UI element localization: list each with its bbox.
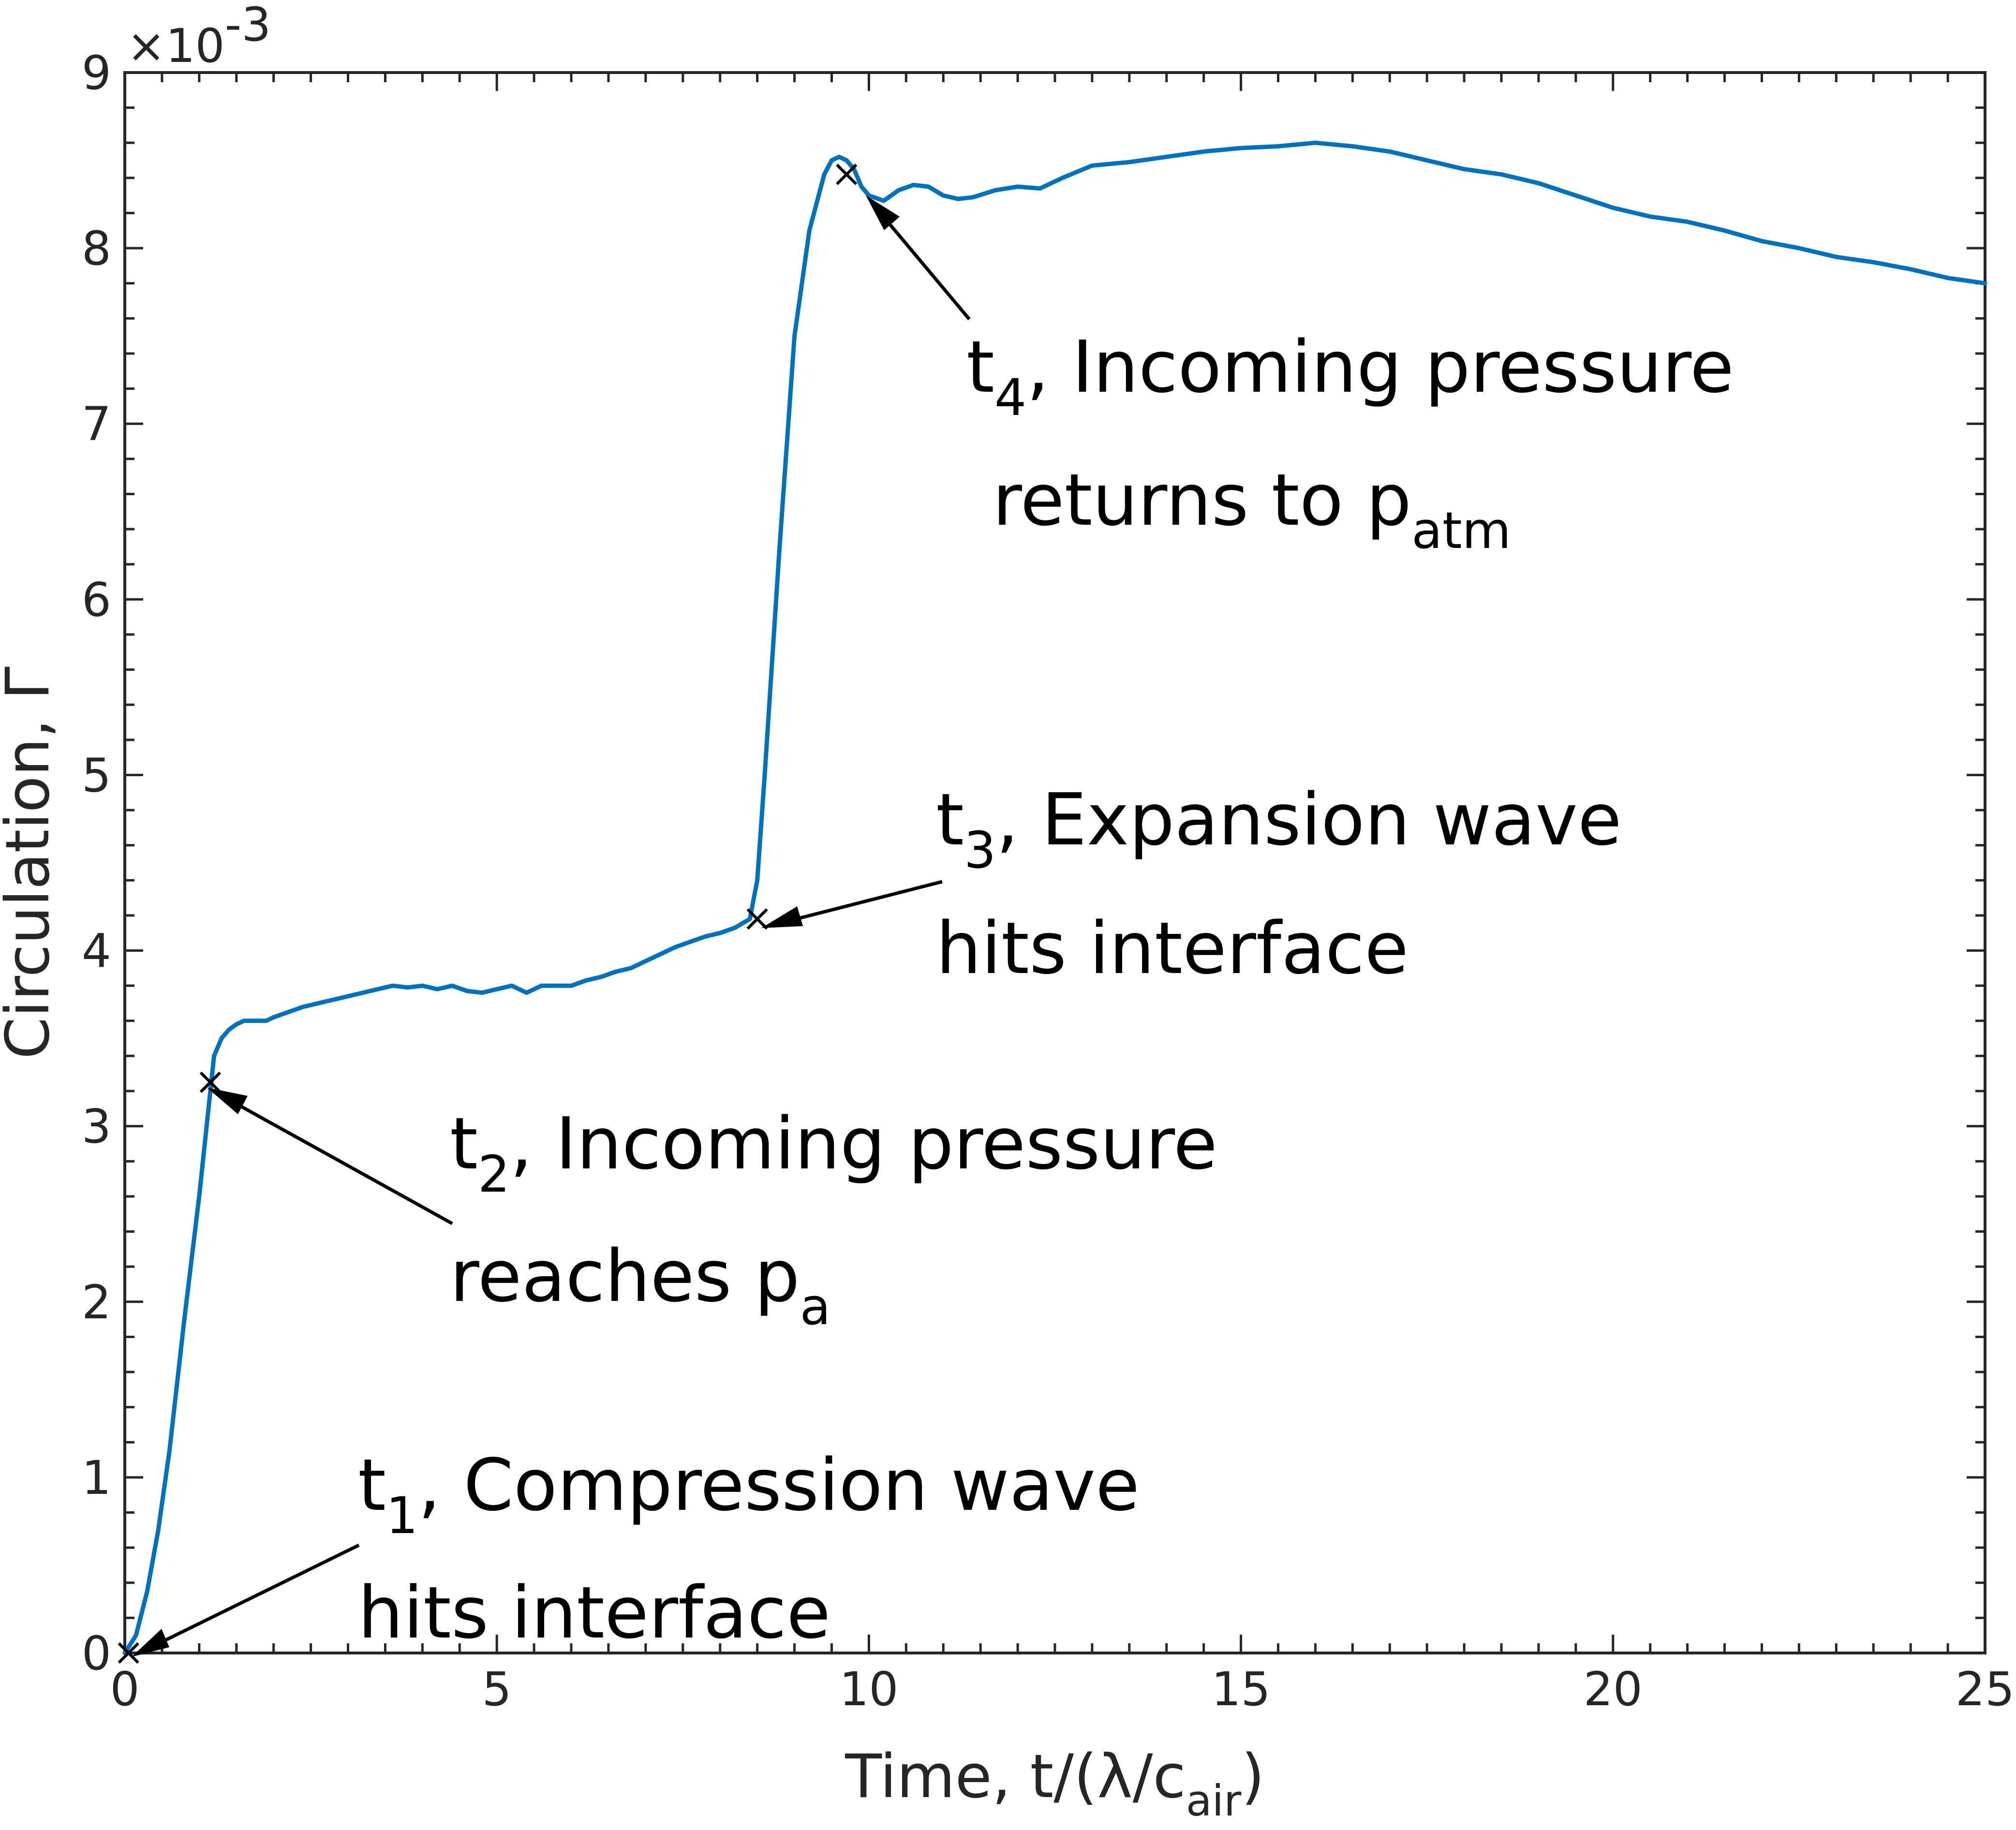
event-marker [836, 163, 858, 185]
minor-ticks [125, 73, 1985, 1653]
annotation-t4-line2-subscript: atm [1411, 501, 1511, 560]
y-axis-label: Circulation, Γ [0, 666, 63, 1059]
x-tick-label: 10 [839, 1662, 898, 1716]
y-tick-label: 6 [82, 573, 111, 627]
y-tick-label: 2 [82, 1275, 111, 1329]
y-tick-label: 8 [82, 221, 111, 276]
y-tick-label: 7 [82, 397, 111, 451]
annotation-t2-subscript: 2 [478, 1145, 510, 1204]
y-tick-label: 5 [82, 748, 111, 802]
arrow-t1 [132, 1543, 360, 1657]
x-axis-label-close: ) [1241, 1742, 1264, 1812]
annotation-t2-text: , Incoming pressure [510, 1102, 1217, 1185]
series-line [122, 140, 1987, 1655]
y-tick-label: 9 [82, 46, 111, 100]
x-tick-label: 25 [1956, 1662, 2015, 1716]
y-exponent-power: -3 [225, 0, 271, 52]
annotation-t2-symbol: t [450, 1102, 478, 1185]
x-axis-label: Time, t/(λ/cair) [845, 1742, 1264, 1826]
annotation-t3-line2: hits interface [936, 907, 1408, 990]
annotation-t2: t2, Incoming pressure reaches pa [450, 1102, 1217, 1336]
svg-text:t3, Expansion wave: t3, Expansion wave [936, 778, 1622, 880]
y-tick-labels: 0 1 2 3 4 5 6 7 8 9 [82, 46, 111, 1681]
y-tick-label: 3 [82, 1100, 111, 1154]
arrow-t2 [207, 1088, 453, 1225]
x-tick-label: 15 [1212, 1662, 1271, 1716]
series-layer [122, 140, 1987, 1655]
svg-text:returns to patm: returns to patm [993, 458, 1511, 560]
event-marker [199, 1071, 222, 1093]
y-tick-label: 1 [82, 1451, 111, 1505]
x-tick-label: 20 [1584, 1662, 1643, 1716]
annotation-t3-subscript: 3 [964, 821, 996, 880]
x-tick-label: 0 [110, 1662, 139, 1716]
x-axis-label-main: Time, t/(λ/c [845, 1742, 1186, 1812]
annotation-t4-text: , Incoming pressure [1026, 325, 1734, 409]
major-ticks [123, 71, 1986, 1654]
svg-text:t2, Incoming pressure: t2, Incoming pressure [450, 1102, 1217, 1204]
y-exponent-label: ×10-3 [127, 0, 271, 73]
svg-text:reaches pa: reaches pa [450, 1235, 830, 1336]
annotation-arrows [132, 195, 971, 1657]
annotation-t2-line2: reaches p [450, 1235, 800, 1318]
arrow-t4 [866, 195, 971, 321]
annotation-t1: t1, Compression wave hits interface [358, 1444, 1140, 1654]
svg-text:hits interface: hits interface [936, 907, 1408, 990]
svg-text:t1, Compression wave: t1, Compression wave [358, 1444, 1140, 1545]
annotation-t4-line2: returns to p [993, 458, 1411, 542]
y-tick-label: 4 [82, 924, 111, 978]
event-marker [118, 1642, 139, 1664]
plot-area-frame [123, 71, 1986, 1654]
annotation-t1-subscript: 1 [386, 1486, 418, 1545]
annotation-t4-subscript: 4 [994, 368, 1026, 427]
svg-text:t4, Incoming pressure: t4, Incoming pressure [966, 325, 1734, 427]
event-marker [746, 908, 768, 930]
svg-text:hits interface: hits interface [358, 1571, 830, 1654]
event-markers [118, 163, 858, 1664]
y-tick-label: 0 [82, 1626, 111, 1681]
annotation-t1-symbol: t [358, 1444, 386, 1527]
annotation-t1-text: , Compression wave [418, 1444, 1140, 1527]
annotation-t3-text: , Expansion wave [996, 778, 1622, 861]
annotation-t3-symbol: t [936, 778, 964, 861]
x-axis-label-subscript: air [1186, 1776, 1242, 1826]
annotation-t3: t3, Expansion wave hits interface [936, 778, 1622, 990]
y-exponent-base: ×10 [127, 19, 225, 73]
x-tick-labels: 0 5 10 15 20 25 [110, 1662, 2015, 1716]
arrow-t3 [761, 880, 943, 928]
annotation-t1-line2: hits interface [358, 1571, 830, 1654]
annotation-t4-symbol: t [966, 325, 994, 409]
annotation-t4: t4, Incoming pressure returns to patm [966, 325, 1734, 560]
x-tick-label: 5 [482, 1662, 512, 1716]
annotation-t2-line2-subscript: a [800, 1277, 831, 1336]
